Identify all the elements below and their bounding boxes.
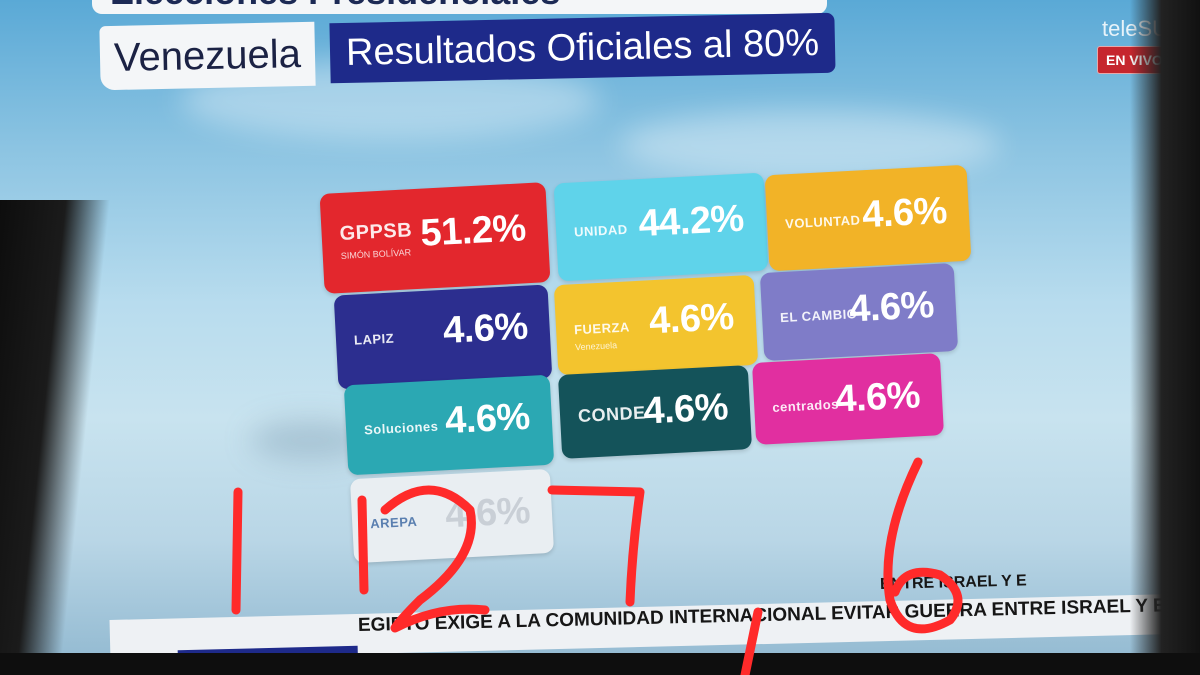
- party-logo: UNIDAD: [573, 221, 629, 240]
- ticker-previous-fragment: ENTRE ISRAEL Y E: [879, 572, 1027, 593]
- results-label: Resultados Oficiales al 80%: [329, 12, 836, 84]
- result-card-unidad: UNIDAD 44.2%: [553, 172, 769, 282]
- vote-percent: 4.6%: [444, 489, 531, 537]
- result-card-voluntad: VOLUNTAD 4.6%: [764, 164, 972, 272]
- result-card-gppsb: GPPSB SIMÓN BOLÍVAR 51.2%: [319, 182, 551, 294]
- vote-percent: 51.2%: [419, 207, 527, 255]
- election-title: Elecciones Presidenciales: [92, 0, 827, 14]
- party-logo: GPPSB: [339, 219, 413, 245]
- party-logo: EL CAMBIO: [779, 306, 858, 326]
- party-logo-sub: Venezuela: [574, 340, 618, 353]
- vote-percent: 4.6%: [861, 189, 948, 237]
- country-label: Venezuela: [99, 21, 316, 91]
- party-logo: VOLUNTAD: [784, 212, 861, 232]
- party-logo: FUERZA: [573, 319, 631, 338]
- party-logo-sub: SIMÓN BOLÍVAR: [340, 247, 412, 261]
- party-logo: CONDE: [577, 402, 647, 427]
- result-card-fuerza: FUERZA Venezuela 4.6%: [553, 274, 759, 376]
- vote-percent: 4.6%: [834, 374, 922, 421]
- party-logo: Soluciones: [363, 418, 439, 438]
- vote-percent: 44.2%: [637, 197, 745, 246]
- vote-percent: 4.6%: [648, 295, 735, 343]
- result-card-arepa: AREPA 4.6%: [349, 468, 555, 564]
- vote-percent: 4.6%: [642, 386, 729, 433]
- tv-bezel-right: [1130, 0, 1200, 675]
- result-card-conde: CONDE 4.6%: [557, 365, 753, 459]
- vote-percent: 4.6%: [444, 395, 531, 443]
- result-card-lapiz: LAPIZ 4.6%: [333, 284, 553, 390]
- result-card-soluciones: Soluciones 4.6%: [343, 374, 555, 476]
- party-logo: centrados: [771, 396, 840, 415]
- party-logo: AREPA: [369, 513, 418, 532]
- vote-percent: 4.6%: [441, 305, 529, 352]
- result-card-el-cambio: EL CAMBIO 4.6%: [759, 262, 959, 362]
- party-logo: LAPIZ: [353, 330, 395, 348]
- tv-bezel-bottom: [0, 653, 1200, 675]
- vote-percent: 4.6%: [848, 284, 935, 331]
- result-card-centrados: centrados 4.6%: [751, 353, 945, 445]
